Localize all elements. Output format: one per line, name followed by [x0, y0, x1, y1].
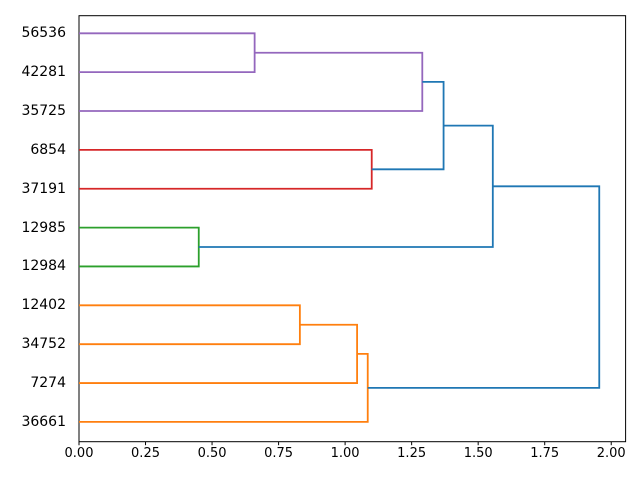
x-tick-label: 1.00: [330, 446, 360, 462]
leaf-label: 56536: [21, 25, 66, 42]
leaf-label: 12984: [21, 258, 66, 275]
dendrogram-link: [79, 51, 424, 112]
leaf-label: 36661: [21, 413, 66, 430]
dendrogram-link: [79, 352, 369, 423]
dendrogram-link: [79, 148, 373, 190]
x-tick-label: 0.75: [264, 446, 294, 462]
x-tick-label: 2.00: [596, 446, 626, 462]
leaf-label: 42281: [21, 64, 66, 81]
x-tick-label: 1.25: [397, 446, 427, 462]
x-tick-label: 0.50: [197, 446, 227, 462]
dendrogram-link: [79, 304, 301, 346]
dendrogram-link: [367, 185, 601, 389]
leaf-label: 35725: [21, 103, 66, 120]
dendrogram-link: [371, 80, 445, 171]
x-tick-label: 1.50: [463, 446, 493, 462]
leaf-label: 34752: [21, 336, 66, 353]
leaf-label: 12985: [21, 219, 66, 236]
leaf-label: 12402: [21, 297, 66, 314]
plot-border: [78, 15, 627, 443]
leaf-label: 37191: [21, 180, 66, 197]
x-tick-label: 1.75: [530, 446, 560, 462]
dendrogram-link: [198, 124, 494, 248]
x-tick-label: 0.25: [131, 446, 160, 462]
x-tick-label: 0.00: [64, 446, 94, 462]
leaf-label: 6854: [30, 141, 66, 158]
dendrogram-link: [79, 226, 200, 268]
dendrogram-link: [79, 32, 256, 74]
dendrogram-link: [79, 323, 358, 384]
leaf-label: 7274: [30, 375, 66, 392]
